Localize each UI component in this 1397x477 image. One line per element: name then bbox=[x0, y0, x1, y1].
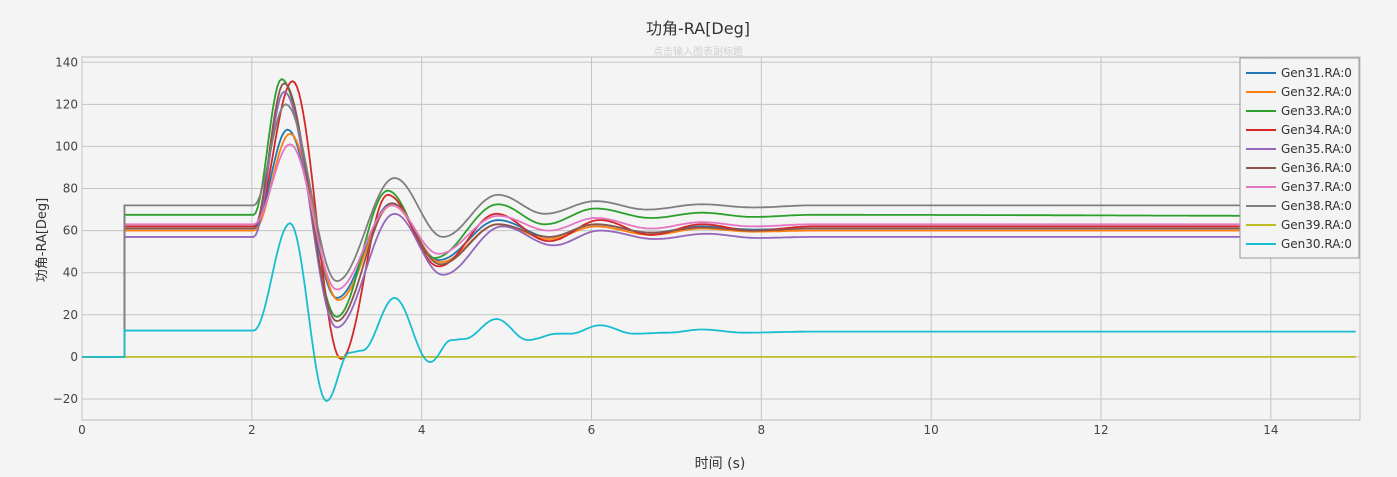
legend-label: Gen30.RA:0 bbox=[1281, 237, 1352, 251]
x-tick-label: 12 bbox=[1093, 423, 1108, 437]
x-tick-label: 0 bbox=[78, 423, 86, 437]
y-tick-label: −20 bbox=[53, 392, 78, 406]
x-tick-label: 14 bbox=[1263, 423, 1278, 437]
legend-label: Gen31.RA:0 bbox=[1281, 66, 1352, 80]
x-tick-label: 10 bbox=[924, 423, 939, 437]
legend: Gen31.RA:0 Gen32.RA:0 Gen33.RA:0 Gen34.RA:0… bbox=[1240, 58, 1359, 258]
y-tick-label: 40 bbox=[63, 266, 78, 280]
legend-label: Gen37.RA:0 bbox=[1281, 180, 1352, 194]
y-tick-label: 20 bbox=[63, 308, 78, 322]
x-axis-label: 时间 (s) bbox=[695, 456, 746, 472]
x-tick-label: 6 bbox=[588, 423, 596, 437]
chart-subtitle[interactable]: 点击输入图表副标题 bbox=[653, 45, 743, 58]
x-tick-label: 4 bbox=[418, 423, 426, 437]
legend-label: Gen39.RA:0 bbox=[1281, 218, 1352, 232]
x-tick-label: 8 bbox=[758, 423, 766, 437]
x-tick-label: 2 bbox=[248, 423, 256, 437]
y-tick-label: 60 bbox=[63, 224, 78, 238]
y-tick-label: 0 bbox=[70, 350, 78, 364]
legend-label: Gen36.RA:0 bbox=[1281, 161, 1352, 175]
y-tick-label: 120 bbox=[55, 97, 78, 111]
legend-label: Gen34.RA:0 bbox=[1281, 123, 1352, 137]
chart-title[interactable]: 功角-RA[Deg] bbox=[646, 19, 750, 38]
y-tick-label: 80 bbox=[63, 182, 78, 196]
legend-label: Gen32.RA:0 bbox=[1281, 85, 1352, 99]
legend-label: Gen33.RA:0 bbox=[1281, 104, 1352, 118]
y-axis-label: 功角-RA[Deg] bbox=[35, 198, 50, 283]
legend-label: Gen35.RA:0 bbox=[1281, 142, 1352, 156]
y-tick-label: 140 bbox=[55, 55, 78, 69]
legend-label: Gen38.RA:0 bbox=[1281, 199, 1352, 213]
y-tick-label: 100 bbox=[55, 139, 78, 153]
